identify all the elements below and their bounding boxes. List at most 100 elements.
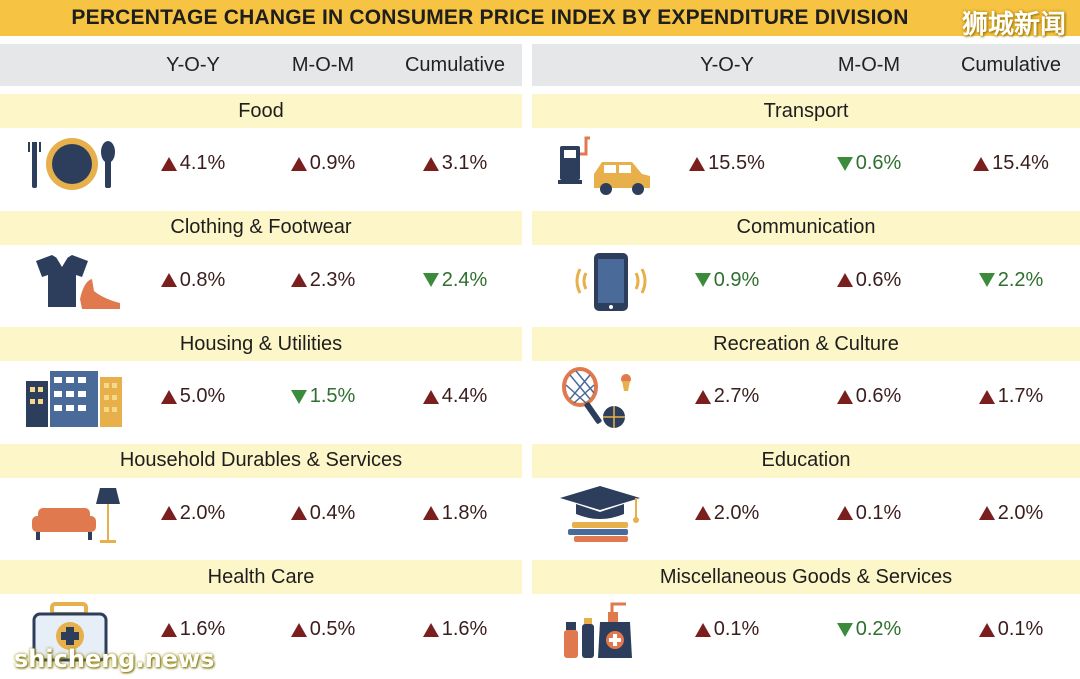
value-text: 2.4%: [441, 268, 488, 291]
category-label: Housing & Utilities: [0, 327, 522, 361]
up-arrow-icon: [422, 389, 439, 404]
value-cumulative: 0.1%: [946, 618, 1076, 641]
column-cumulative: Cumulative: [404, 54, 506, 76]
category-section-housing-and-utilities: Housing & Utilities 5.0% 1.5% 4.4%: [0, 319, 522, 436]
up-arrow-icon: [160, 156, 177, 171]
up-arrow-icon: [290, 156, 307, 171]
value-cumulative: 3.1%: [390, 152, 520, 175]
up-arrow-icon: [978, 622, 995, 637]
graduation-books-icon: [556, 484, 656, 546]
category-section-health-care: Health Care 1.6% 0.5% 1.6%: [0, 552, 522, 669]
value-text: 4.1%: [179, 152, 226, 174]
value-text: 0.8%: [179, 268, 226, 291]
table-row: 2.0% 0.1% 2.0%: [532, 478, 1080, 552]
category-label: Food: [0, 94, 522, 128]
value-yoy: 4.1%: [128, 152, 258, 175]
up-arrow-icon: [836, 506, 853, 520]
title-bar: PERCENTAGE CHANGE IN CONSUMER PRICE INDE…: [0, 0, 1080, 36]
value-text: 0.1%: [855, 501, 902, 524]
category-section-food: Food 4.1% 0.9% 3.1%: [0, 86, 522, 203]
value-text: 1.8%: [441, 501, 488, 524]
up-arrow-icon: [689, 156, 706, 171]
up-arrow-icon: [290, 273, 307, 287]
value-mom: 0.6%: [804, 385, 934, 408]
value-cumulative: 2.0%: [946, 502, 1076, 525]
table-row: 0.9% 0.6% 2.2%: [532, 245, 1080, 319]
value-text: 15.4%: [992, 152, 1049, 174]
value-mom: 0.6%: [804, 269, 934, 292]
category-label: Recreation & Culture: [532, 327, 1080, 361]
first-aid-kit-icon: [24, 600, 124, 662]
left-panel: Y-O-Y M-O-M Cumulative Food 4.1% 0.9% 3.1% C…: [0, 44, 522, 669]
down-arrow-icon: [836, 156, 853, 171]
column-header-left: Y-O-Y M-O-M Cumulative: [0, 44, 522, 86]
category-label: Clothing & Footwear: [0, 210, 522, 245]
up-arrow-icon: [978, 506, 995, 520]
value-text: 1.5%: [309, 385, 356, 407]
up-arrow-icon: [836, 273, 853, 287]
value-text: 2.7%: [713, 385, 760, 407]
value-mom: 2.3%: [258, 269, 388, 292]
toiletries-icon: [556, 600, 656, 662]
down-arrow-icon: [694, 273, 711, 287]
value-text: 2.3%: [309, 268, 356, 291]
up-arrow-icon: [973, 156, 990, 171]
category-section-transport: Transport 15.5% 0.6% 15.4%: [532, 86, 1080, 203]
value-mom: 0.4%: [258, 502, 388, 525]
up-arrow-icon: [160, 273, 177, 287]
up-arrow-icon: [160, 506, 177, 520]
value-cumulative: 2.4%: [390, 269, 520, 292]
value-mom: 0.6%: [804, 152, 934, 175]
value-text: 0.4%: [309, 501, 356, 524]
chart-title: PERCENTAGE CHANGE IN CONSUMER PRICE INDE…: [71, 6, 909, 29]
racket-ball-icon: [556, 367, 656, 429]
up-arrow-icon: [836, 389, 853, 404]
value-yoy: 5.0%: [128, 385, 258, 408]
column-yoy: Y-O-Y: [700, 54, 754, 76]
category-label: Education: [532, 443, 1080, 478]
category-label: Household Durables & Services: [0, 443, 522, 478]
table-row: 5.0% 1.5% 4.4%: [0, 361, 522, 435]
up-arrow-icon: [160, 389, 177, 404]
up-arrow-icon: [694, 506, 711, 520]
table-row: 15.5% 0.6% 15.4%: [532, 128, 1080, 202]
value-text: 0.6%: [855, 268, 902, 291]
value-yoy: 0.8%: [128, 269, 258, 292]
value-mom: 0.9%: [258, 152, 388, 175]
category-label: Miscellaneous Goods & Services: [532, 560, 1080, 594]
up-arrow-icon: [694, 622, 711, 637]
table-row: 4.1% 0.9% 3.1%: [0, 128, 522, 202]
value-yoy: 0.9%: [662, 269, 792, 292]
value-yoy: 0.1%: [662, 618, 792, 641]
watermark-bottom: shicheng.news: [14, 645, 215, 673]
up-arrow-icon: [978, 389, 995, 404]
value-text: 4.4%: [441, 385, 488, 407]
up-arrow-icon: [422, 622, 439, 637]
up-arrow-icon: [422, 156, 439, 171]
down-arrow-icon: [422, 273, 439, 287]
value-cumulative: 2.2%: [946, 269, 1076, 292]
column-cumulative: Cumulative: [960, 54, 1062, 76]
value-cumulative: 15.4%: [946, 152, 1076, 175]
sofa-lamp-icon: [24, 484, 124, 546]
value-yoy: 2.0%: [128, 502, 258, 525]
value-mom: 0.2%: [804, 618, 934, 641]
table-row: 1.6% 0.5% 1.6%: [0, 594, 522, 668]
category-label: Transport: [532, 94, 1080, 128]
value-text: 1.7%: [997, 385, 1044, 407]
smartphone-icon: [556, 251, 656, 313]
table-row: 0.1% 0.2% 0.1%: [532, 594, 1080, 668]
watermark-top: 狮城新闻: [961, 10, 1066, 40]
value-text: 1.6%: [179, 618, 226, 640]
buildings-icon: [24, 367, 124, 429]
value-yoy: 2.0%: [662, 502, 792, 525]
column-yoy: Y-O-Y: [166, 54, 220, 76]
up-arrow-icon: [290, 622, 307, 637]
right-panel: Y-O-Y M-O-M Cumulative Transport 15.5% 0.6…: [532, 44, 1080, 669]
category-section-communication: Communication 0.9% 0.6% 2.2%: [532, 203, 1080, 320]
category-label: Health Care: [0, 560, 522, 594]
up-arrow-icon: [290, 506, 307, 520]
table-row: 0.8% 2.3% 2.4%: [0, 245, 522, 319]
column-mom: M-O-M: [291, 54, 355, 76]
up-arrow-icon: [160, 622, 177, 637]
